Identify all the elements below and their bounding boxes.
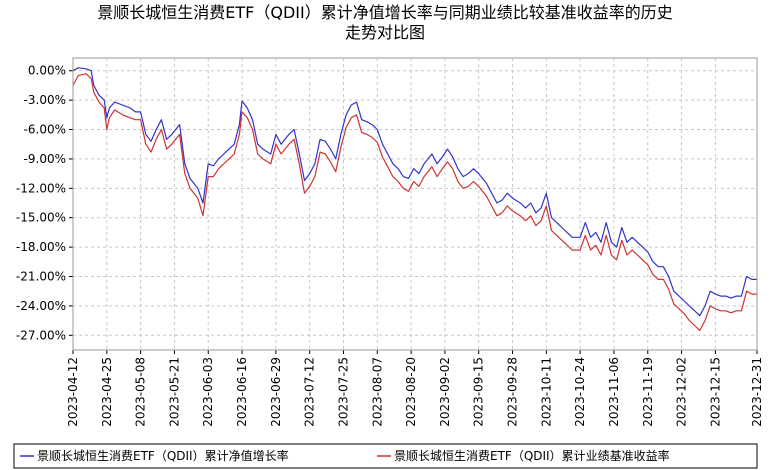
series-lines bbox=[72, 67, 757, 331]
x-tick-label: 2023-09-28 bbox=[506, 357, 520, 427]
x-tick-label: 2023-04-12 bbox=[66, 357, 80, 427]
plot-area-border bbox=[72, 57, 758, 351]
y-tick-label: -18.00% bbox=[16, 240, 66, 254]
x-tick-label: 2023-09-15 bbox=[472, 357, 486, 427]
y-tick-label: -27.00% bbox=[16, 328, 66, 342]
x-tick-label: 2023-10-11 bbox=[539, 357, 553, 427]
x-axis: 2023-04-12 2023-04-25 2023-05-08 2023-05-21… bbox=[66, 350, 764, 427]
x-tick-label: 2023-08-07 bbox=[370, 357, 384, 427]
x-tick-label: 2023-12-31 bbox=[750, 357, 764, 427]
y-tick-label: -15.00% bbox=[16, 211, 66, 225]
y-tick-label: -21.00% bbox=[16, 270, 66, 284]
y-axis: 0.00% -3.00% -6.00% -9.00% -12.00% -15.00% -18… bbox=[16, 64, 73, 342]
x-tick-label: 2023-11-06 bbox=[607, 357, 621, 427]
x-tick-label: 2023-10-24 bbox=[573, 357, 587, 427]
series-line-benchmark bbox=[72, 73, 757, 331]
x-tick-label: 2023-06-03 bbox=[201, 357, 215, 427]
x-tick-label: 2023-08-20 bbox=[404, 357, 418, 427]
x-tick-label: 2023-05-21 bbox=[167, 357, 181, 427]
x-tick-label: 2023-06-16 bbox=[235, 357, 249, 427]
chart-title-line-2: 走势对比图 bbox=[345, 23, 425, 42]
y-tick-label: 0.00% bbox=[28, 64, 66, 78]
legend-label-nav: 景顺长城恒生消费ETF（QDII）累计净值增长率 bbox=[37, 448, 289, 463]
y-tick-label: -9.00% bbox=[24, 152, 66, 166]
chart-title-line-1: 景顺长城恒生消费ETF（QDII）累计净值增长率与同期业绩比较基准收益率的历史 bbox=[97, 3, 672, 22]
x-tick-label: 2023-12-15 bbox=[708, 357, 722, 427]
x-tick-label: 2023-07-25 bbox=[336, 357, 350, 427]
series-line-nav bbox=[72, 67, 757, 317]
x-tick-label: 2023-05-08 bbox=[134, 357, 148, 427]
x-tick-label: 2023-11-19 bbox=[641, 357, 655, 427]
y-tick-label: -24.00% bbox=[16, 299, 66, 313]
x-tick-label: 2023-06-29 bbox=[269, 357, 283, 427]
legend: 景顺长城恒生消费ETF（QDII）累计净值增长率 景顺长城恒生消费ETF（QDI… bbox=[13, 443, 758, 469]
y-tick-label: -3.00% bbox=[24, 93, 66, 107]
y-tick-label: -12.00% bbox=[16, 181, 66, 195]
x-tick-label: 2023-12-02 bbox=[675, 357, 689, 427]
legend-label-benchmark: 景顺长城恒生消费ETF（QDII）累计业绩基准收益率 bbox=[394, 448, 670, 463]
x-tick-label: 2023-07-12 bbox=[303, 357, 317, 427]
x-tick-label: 2023-04-25 bbox=[100, 357, 114, 427]
y-tick-label: -6.00% bbox=[24, 123, 66, 137]
x-tick-label: 2023-09-02 bbox=[438, 357, 452, 427]
